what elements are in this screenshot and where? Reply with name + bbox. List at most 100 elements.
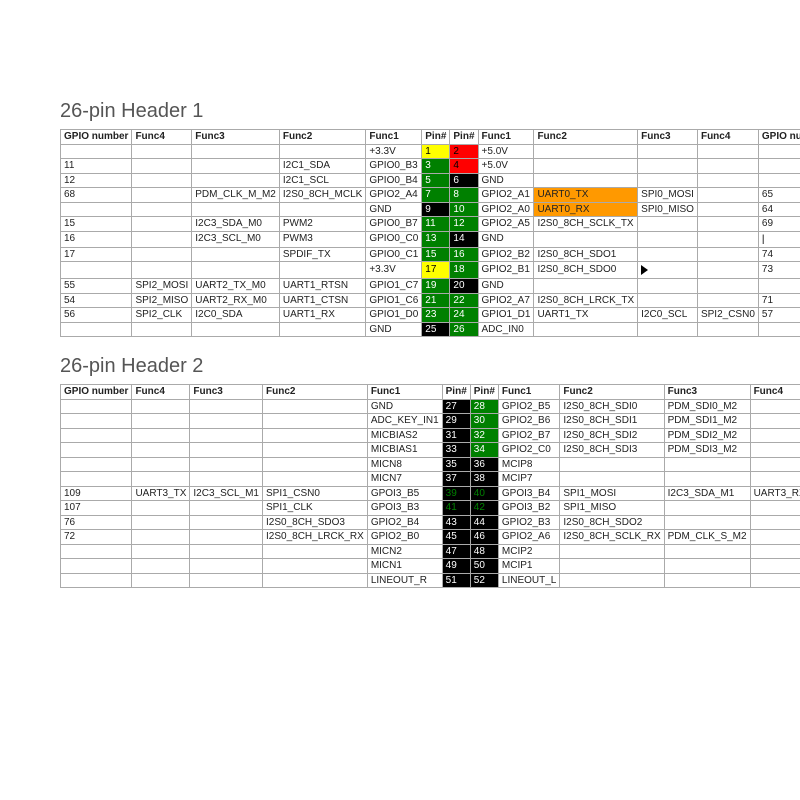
header1-title: 26-pin Header 1 bbox=[60, 100, 740, 123]
func4 bbox=[697, 231, 758, 247]
func2 bbox=[263, 544, 368, 559]
func4 bbox=[750, 559, 800, 574]
func4 bbox=[697, 322, 758, 337]
pin-left: 43 bbox=[442, 515, 470, 530]
func3 bbox=[192, 202, 280, 217]
func1: GND bbox=[478, 173, 534, 188]
func4 bbox=[132, 231, 192, 247]
func2 bbox=[263, 399, 368, 414]
func4: SPI2_MISO bbox=[132, 293, 192, 308]
func3: PDM_SDI2_M2 bbox=[664, 428, 750, 443]
func2: I2S0_8CH_SDI0 bbox=[560, 399, 664, 414]
pin-left: 9 bbox=[422, 202, 450, 217]
func4 bbox=[132, 443, 190, 458]
pin-left: 31 bbox=[442, 428, 470, 443]
func2 bbox=[263, 428, 368, 443]
pin-right: 8 bbox=[450, 188, 478, 203]
func2: I2S0_8CH_MCLK bbox=[279, 188, 365, 203]
func2 bbox=[534, 231, 638, 247]
pin-left: 37 bbox=[442, 472, 470, 487]
func1: GPIO0_C1 bbox=[366, 247, 422, 262]
func3 bbox=[190, 515, 263, 530]
func4 bbox=[132, 559, 190, 574]
func4: SPI2_CSN0 bbox=[697, 308, 758, 323]
func1: MICBIAS1 bbox=[367, 443, 442, 458]
func3 bbox=[192, 262, 280, 279]
func2: I2S0_8CH_LRCK_TX bbox=[534, 293, 638, 308]
func3 bbox=[664, 457, 750, 472]
gpio-number: 57 bbox=[758, 308, 800, 323]
func3 bbox=[638, 279, 698, 294]
func4: SPI2_CLK bbox=[132, 308, 192, 323]
table-row: 55SPI2_MOSIUART2_TX_M0UART1_RTSNGPIO1_C7… bbox=[61, 279, 800, 294]
gpio-number: 17 bbox=[61, 247, 132, 262]
func3: I2C3_SCL_M1 bbox=[190, 486, 263, 501]
table-row: MICN24748MCIP2 bbox=[61, 544, 800, 559]
func3 bbox=[190, 472, 263, 487]
gpio-number: 12 bbox=[61, 173, 132, 188]
func2 bbox=[263, 443, 368, 458]
func1: GND bbox=[367, 399, 442, 414]
func3 bbox=[664, 544, 750, 559]
func1: MICBIAS2 bbox=[367, 428, 442, 443]
func2 bbox=[279, 262, 365, 279]
func1: GPIO2_A1 bbox=[478, 188, 534, 203]
column-header: Func2 bbox=[263, 385, 368, 400]
gpio-number bbox=[61, 559, 132, 574]
func2: I2S0_8CH_LRCK_RX bbox=[263, 530, 368, 545]
pin-left: 39 bbox=[442, 486, 470, 501]
column-header: Func1 bbox=[478, 130, 534, 145]
func1: GPIO0_B4 bbox=[366, 173, 422, 188]
gpio-number bbox=[61, 399, 132, 414]
func2: UART1_RX bbox=[279, 308, 365, 323]
func1: MCIP8 bbox=[498, 457, 559, 472]
func4 bbox=[750, 573, 800, 588]
func3 bbox=[638, 144, 698, 159]
func2: PWM2 bbox=[279, 217, 365, 232]
func1: GPIO2_B1 bbox=[478, 262, 534, 279]
func2 bbox=[560, 573, 664, 588]
func1: GPIO1_C6 bbox=[366, 293, 422, 308]
func3 bbox=[664, 472, 750, 487]
pin-right: 16 bbox=[450, 247, 478, 262]
func1: MICN7 bbox=[367, 472, 442, 487]
func3 bbox=[190, 559, 263, 574]
func3 bbox=[638, 217, 698, 232]
func4 bbox=[132, 515, 190, 530]
column-header: Func3 bbox=[638, 130, 698, 145]
func1: LINEOUT_L bbox=[498, 573, 559, 588]
column-header: Func1 bbox=[367, 385, 442, 400]
func2 bbox=[560, 472, 664, 487]
pin-right: 40 bbox=[470, 486, 498, 501]
func1: GPOI3_B2 bbox=[498, 501, 559, 516]
func1: GPIO2_A0 bbox=[478, 202, 534, 217]
func3: I2C0_SDA bbox=[192, 308, 280, 323]
table-row: 109UART3_TXI2C3_SCL_M1SPI1_CSN0GPOI3_B53… bbox=[61, 486, 800, 501]
func3 bbox=[192, 173, 280, 188]
table-row: 16I2C3_SCL_M0PWM3GPIO0_C01314GND bbox=[61, 231, 800, 247]
gpio-number: 54 bbox=[61, 293, 132, 308]
func4 bbox=[132, 217, 192, 232]
column-header: Func4 bbox=[132, 130, 192, 145]
table-row: 76I2S0_8CH_SDO3GPIO2_B44344GPIO2_B3I2S0_… bbox=[61, 515, 800, 530]
func2: UART1_TX bbox=[534, 308, 638, 323]
column-header: GPIO number bbox=[61, 385, 132, 400]
func2 bbox=[560, 457, 664, 472]
func2 bbox=[534, 279, 638, 294]
func3 bbox=[192, 247, 280, 262]
gpio-input[interactable] bbox=[762, 233, 800, 246]
table-row: 56SPI2_CLKI2C0_SDAUART1_RXGPIO1_D02324GP… bbox=[61, 308, 800, 323]
column-header: GPIO number [Collapse] bbox=[758, 130, 800, 145]
func1: GPIO2_B0 bbox=[367, 530, 442, 545]
func2 bbox=[263, 414, 368, 429]
func2 bbox=[263, 573, 368, 588]
func2: I2S0_8CH_SDI3 bbox=[560, 443, 664, 458]
pin-right: 52 bbox=[470, 573, 498, 588]
func4 bbox=[697, 144, 758, 159]
func1: GPIO1_D0 bbox=[366, 308, 422, 323]
func3 bbox=[638, 231, 698, 247]
func4 bbox=[132, 501, 190, 516]
func3: UART2_TX_M0 bbox=[192, 279, 280, 294]
func1: GPIO2_B2 bbox=[478, 247, 534, 262]
pin-left: 25 bbox=[422, 322, 450, 337]
